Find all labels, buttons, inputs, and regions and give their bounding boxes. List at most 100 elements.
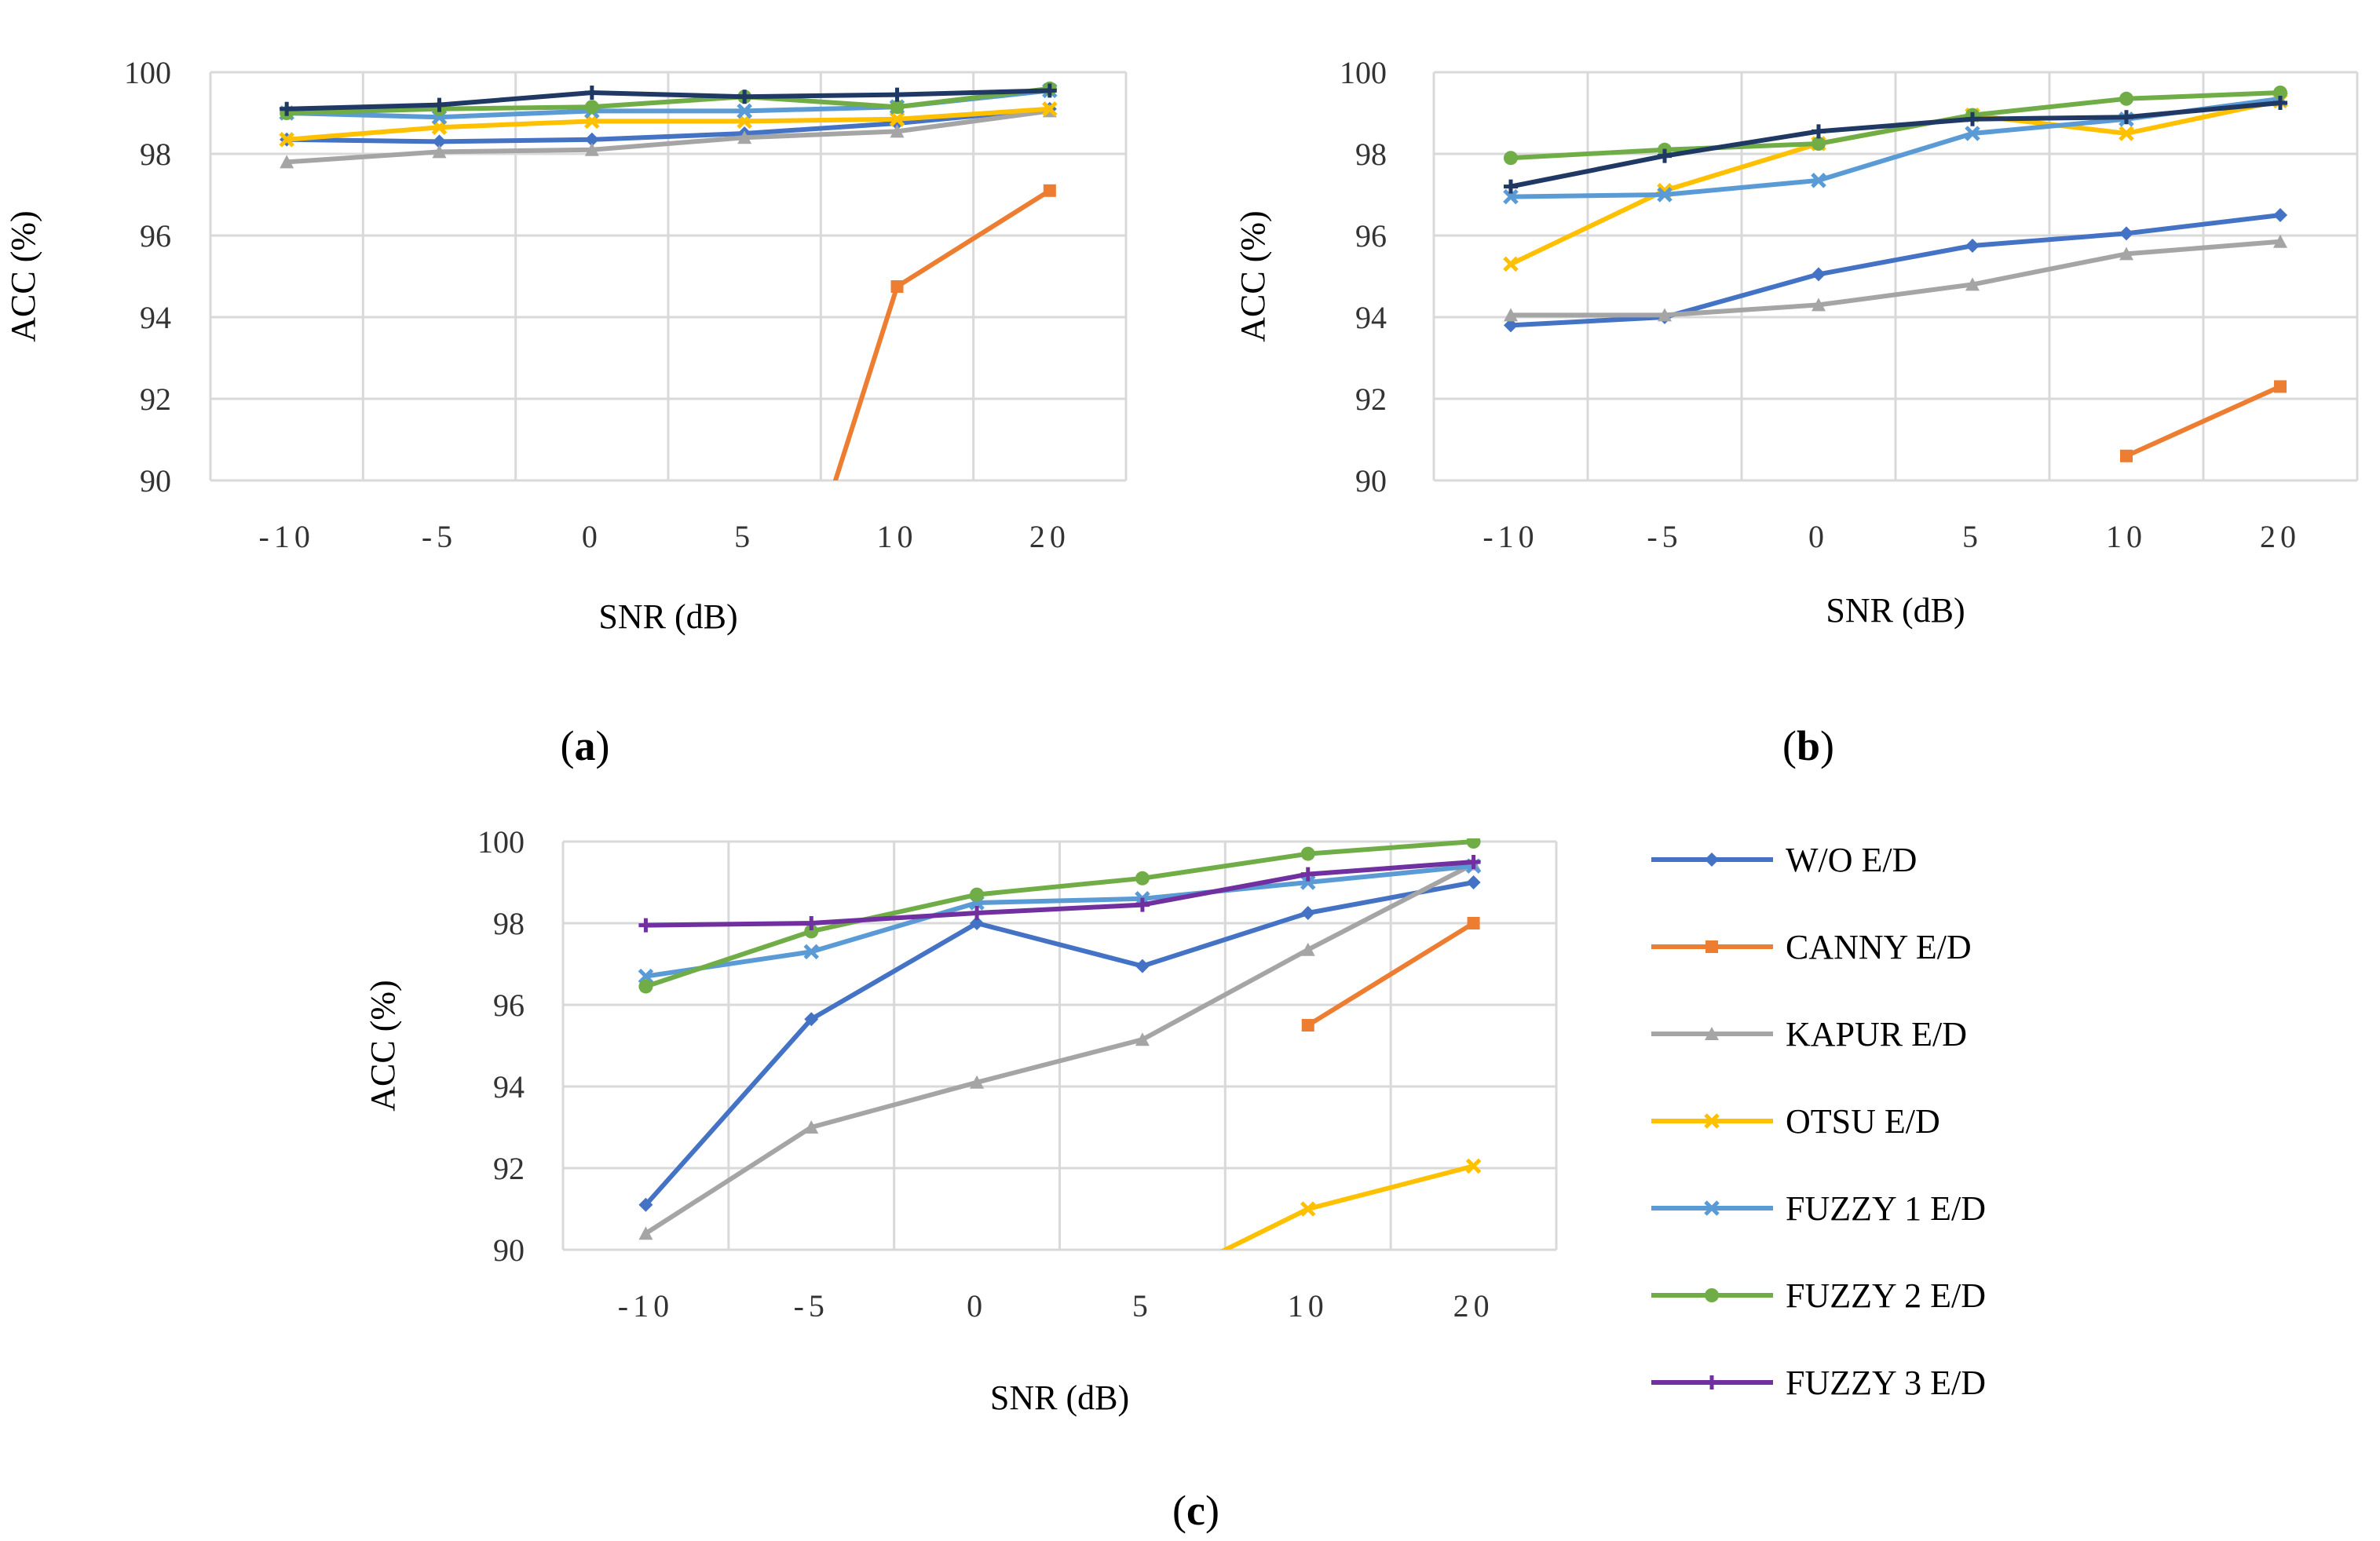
data-point-fuzzy-3-e-d [638,918,653,933]
panel-caption: (c) [1172,1487,1219,1534]
data-point-fuzzy-3-e-d [890,87,905,102]
data-point-w-o-e-d [432,134,447,149]
data-point-w-o-e-d [970,916,985,930]
y-tick-label: 92 [140,382,171,417]
data-point-otsu-e-d [279,132,294,148]
series-group [1503,86,2288,462]
data-point-kapur-e-d [2273,234,2287,248]
data-point-fuzzy-3-e-d [970,906,985,920]
data-point-kapur-e-d [280,155,294,169]
series-line-canny-e-d [2124,384,2283,458]
panel-caption: (a) [561,722,610,769]
legend-label: FUZZY 2 E/D [1786,1276,1986,1315]
x-tick-label: 10 [1288,1288,1329,1324]
series-line-kapur-e-d [284,108,1052,165]
series-line-otsu-e-d [284,106,1052,142]
legend: W/O E/D CANNY E/D KAPUR E/D OTSU E/D FUZZY 1… [1651,841,1986,1402]
data-point-canny-e-d [890,280,904,293]
data-point-kapur-e-d [432,144,447,159]
series-line-canny-e-d [1305,921,1476,1028]
y-axis-label: ACC (%) [1234,210,1272,341]
data-point-canny-e-d [1467,917,1480,929]
data-point-w-o-e-d [1466,875,1481,889]
data-point-fuzzy-3-e-d [1135,897,1150,912]
data-point-fuzzy-2-e-d [584,100,599,115]
legend-marker [1705,940,1718,953]
data-point-fuzzy-3-e-d [1812,124,1826,139]
data-point-fuzzy-2-e-d [970,887,985,902]
legend-label: OTSU E/D [1786,1102,1940,1141]
data-point-fuzzy-2-e-d [1135,871,1150,886]
legend-label: CANNY E/D [1786,928,1972,966]
data-point-otsu-e-d [889,111,905,127]
x-tick-label: 20 [1029,519,1070,554]
series-line-kapur-e-d [1508,239,2283,318]
series-line-otsu-e-d [1219,1163,1476,1250]
chart-panel-c: 90 92 94 96 98 100 -10 -5 0 5 10 20 ACC (%) SNR (dB) (… [364,824,1558,1534]
y-axis-label: ACC (%) [364,980,402,1111]
series-line-fuzzy-2-e-d [1508,90,2283,161]
data-point-w-o-e-d [638,1197,653,1212]
y-tick-label: 98 [493,906,525,941]
y-tick-label: 90 [1355,463,1387,498]
data-point-fuzzy-1-e-d [1300,875,1316,890]
data-point-fuzzy-3-e-d [1965,111,1980,126]
y-tick-label: 92 [493,1151,525,1186]
data-point-canny-e-d [2274,380,2287,393]
data-point-w-o-e-d [1504,318,1518,333]
series-group [279,81,1058,480]
y-tick-label: 98 [140,137,171,172]
data-point-fuzzy-3-e-d [2273,96,2287,110]
data-point-fuzzy-3-e-d [2119,110,2133,125]
x-tick-label: 0 [582,519,602,554]
data-point-kapur-e-d [2119,246,2133,261]
data-point-canny-e-d [2120,449,2133,462]
legend-marker [1705,853,1719,867]
legend-marker [1705,1375,1719,1389]
legend-marker [1704,1113,1720,1129]
y-tick-label: 96 [140,218,171,254]
y-tick-label: 94 [493,1069,525,1105]
data-point-otsu-e-d [2119,126,2134,141]
series-line-fuzzy-3-e-d [1508,100,2283,189]
chart-panel-a: 90 92 94 96 98 100 -10 -5 0 5 10 20 ACC (%) SNR (dB) (… [4,55,1128,769]
series-line-kapur-e-d [643,861,1476,1236]
data-point-fuzzy-3-e-d [1466,855,1481,869]
x-tick-label: -5 [422,519,457,554]
x-tick-label: 5 [1132,1288,1153,1324]
data-point-kapur-e-d [1300,942,1315,956]
data-point-fuzzy-1-e-d [1811,173,1826,188]
series-line-fuzzy-2-e-d [643,839,1476,989]
data-point-kapur-e-d [584,142,599,156]
x-tick-label: 10 [2106,519,2147,554]
data-point-fuzzy-3-e-d [280,101,294,116]
series-line-w-o-e-d [284,106,1052,144]
data-point-fuzzy-3-e-d [1658,148,1672,163]
y-tick-label: 100 [124,55,171,90]
data-point-w-o-e-d [804,1012,819,1027]
data-point-fuzzy-2-e-d [804,924,819,939]
legend-marker [1704,1200,1720,1216]
y-tick-label: 94 [1355,300,1387,335]
data-point-kapur-e-d [970,1075,985,1089]
data-point-fuzzy-1-e-d [1503,188,1519,205]
data-point-canny-e-d [1301,1019,1314,1032]
x-tick-label: 20 [2260,519,2301,554]
x-axis-label: SNR (dB) [1826,591,1965,630]
x-tick-label: -5 [1647,519,1682,554]
data-point-kapur-e-d [1812,298,1826,312]
data-point-fuzzy-3-e-d [584,86,599,100]
data-point-kapur-e-d [737,130,752,144]
x-tick-label: 5 [1962,519,1983,554]
data-point-fuzzy-1-e-d [737,103,752,119]
data-point-canny-e-d [1043,184,1056,197]
data-point-fuzzy-3-e-d [1504,179,1518,194]
series-line-fuzzy-3-e-d [643,860,1476,928]
legend-label: W/O E/D [1786,841,1917,879]
data-point-fuzzy-3-e-d [1042,83,1057,98]
data-point-kapur-e-d [804,1120,819,1134]
data-point-fuzzy-1-e-d [638,968,654,984]
legend-label: FUZZY 3 E/D [1786,1364,1986,1402]
x-axis-label: SNR (dB) [990,1379,1129,1417]
